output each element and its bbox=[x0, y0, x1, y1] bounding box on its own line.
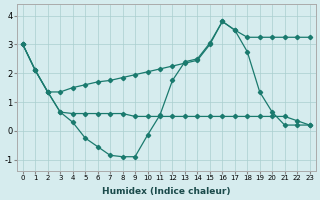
X-axis label: Humidex (Indice chaleur): Humidex (Indice chaleur) bbox=[102, 187, 230, 196]
